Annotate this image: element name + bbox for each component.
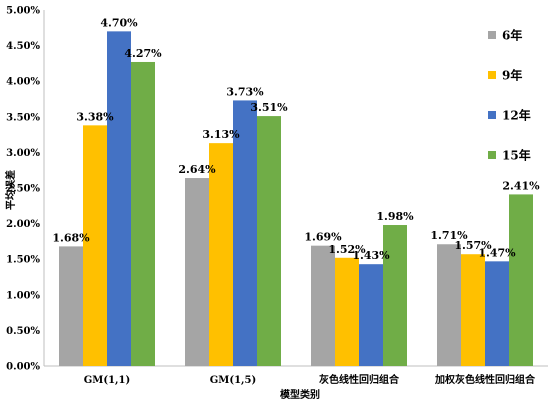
data-labels: 1.68% 3.38% 4.70% 4.27% 2.64% 3.13% 3.73% 3.51%… <box>52 16 540 262</box>
bar <box>83 125 107 367</box>
legend-label: 6年 <box>502 28 522 43</box>
category-label: GM(1,1) <box>84 375 130 386</box>
legend-swatch <box>488 71 496 79</box>
data-label: 1.47% <box>478 246 516 259</box>
data-label: 3.73% <box>226 85 264 98</box>
legend-swatch <box>488 31 496 39</box>
legend-swatch <box>488 151 496 159</box>
y-tick-label: 1.00% <box>6 290 40 301</box>
data-label: 4.70% <box>100 16 138 29</box>
data-label: 1.68% <box>52 231 90 244</box>
x-axis-title: 模型类别 <box>280 388 320 401</box>
y-tick-label: 2.50% <box>6 184 40 195</box>
bar <box>257 116 281 366</box>
category-label: GM(1,5) <box>210 375 256 386</box>
y-axis: 0.00% 0.50% 1.00% 1.50% 2.00% 2.50% 3.00% 3.50%… <box>6 6 45 373</box>
bar <box>185 178 209 366</box>
bar <box>509 194 533 366</box>
data-label: 1.52% <box>328 243 366 256</box>
bar <box>485 261 509 366</box>
bar <box>107 31 131 367</box>
y-tick-label: 5.00% <box>6 6 40 17</box>
y-tick-label: 3.50% <box>6 112 40 123</box>
y-tick-label: 2.00% <box>6 219 40 230</box>
data-label: 1.98% <box>376 210 414 223</box>
bar <box>59 246 83 366</box>
y-axis-title: 平均误差 <box>4 170 17 210</box>
data-label: 1.69% <box>304 231 342 244</box>
y-tick-label: 3.00% <box>6 148 40 159</box>
category-label: 加权灰色线性回归组合 <box>434 373 536 386</box>
bar-series <box>59 31 533 367</box>
legend: 6年 9年 12年 15年 <box>488 28 531 163</box>
bar <box>311 245 335 366</box>
bar <box>359 264 383 366</box>
x-axis: GM(1,1) GM(1,5) 灰色线性回归组合 加权灰色线性回归组合 <box>44 365 548 386</box>
legend-label: 9年 <box>502 68 522 83</box>
data-label: 3.38% <box>76 110 114 123</box>
y-tick-label: 4.00% <box>6 77 40 88</box>
bar <box>335 257 359 366</box>
y-tick-label: 1.50% <box>6 255 40 266</box>
data-label: 1.71% <box>430 229 468 242</box>
data-label: 1.43% <box>352 249 390 262</box>
data-label: 1.57% <box>454 239 492 252</box>
legend-swatch <box>488 111 496 119</box>
legend-label: 15年 <box>502 148 531 163</box>
legend-label: 12年 <box>502 108 531 123</box>
data-label: 3.51% <box>250 101 288 114</box>
bar <box>233 100 257 366</box>
data-label: 3.13% <box>202 128 240 141</box>
y-tick-label: 4.50% <box>6 41 40 52</box>
bar <box>383 225 407 366</box>
data-label: 2.64% <box>178 163 216 176</box>
category-label: 灰色线性回归组合 <box>319 373 400 386</box>
bar <box>131 61 155 366</box>
bar <box>461 254 485 366</box>
y-tick-label: 0.50% <box>6 326 40 337</box>
y-tick-label: 0.00% <box>6 362 40 373</box>
bar <box>437 244 461 366</box>
data-label: 2.41% <box>502 179 540 192</box>
bar <box>209 143 233 366</box>
data-label: 4.27% <box>124 47 162 60</box>
